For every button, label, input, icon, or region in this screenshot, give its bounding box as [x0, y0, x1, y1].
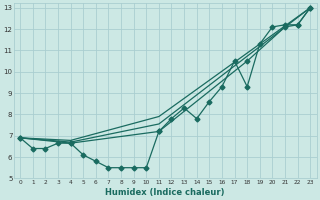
X-axis label: Humidex (Indice chaleur): Humidex (Indice chaleur)	[106, 188, 225, 197]
